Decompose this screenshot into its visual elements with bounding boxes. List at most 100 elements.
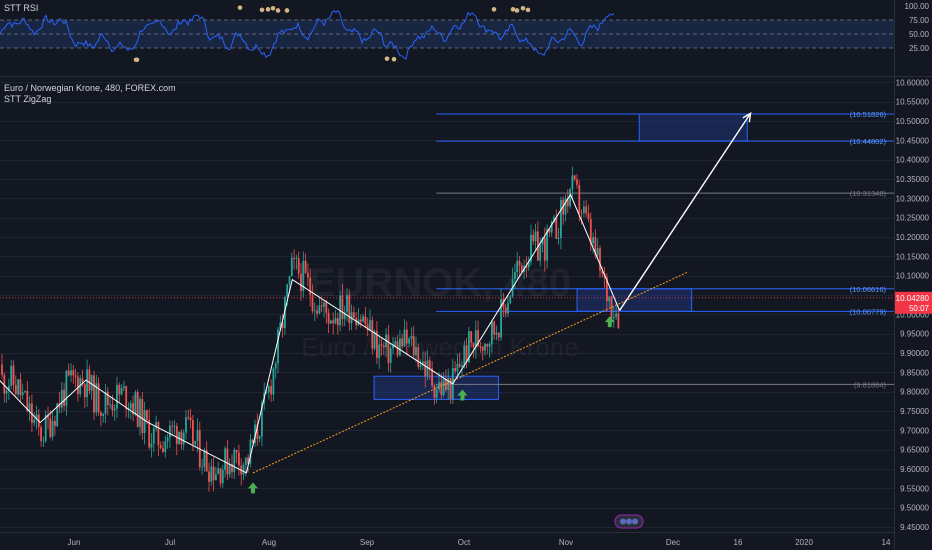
- candle-body: [440, 382, 443, 395]
- rsi-extreme-dot: [265, 7, 271, 12]
- candle-body: [447, 378, 450, 391]
- candle-body: [380, 344, 383, 346]
- september-demand-zone: [373, 375, 499, 400]
- candle-body: [235, 449, 238, 453]
- rsi-extreme-dot: [134, 57, 140, 63]
- candle-body: [139, 398, 141, 427]
- price-tick-label: 9.95000: [900, 330, 929, 339]
- candle-body: [362, 316, 364, 322]
- candle-body: [279, 322, 282, 330]
- candle-body: [67, 370, 70, 376]
- candle-body: [401, 338, 404, 347]
- price-tick-label: 9.70000: [900, 426, 929, 435]
- zigzag-line: [0, 193, 621, 474]
- rsi-tick-label: 100.00: [905, 2, 930, 11]
- current-demand-zone: [576, 288, 693, 312]
- candle-body: [132, 403, 134, 415]
- candle-body: [42, 440, 45, 442]
- candle-body: [353, 312, 355, 318]
- time-tick-label: 14: [882, 538, 891, 547]
- candle-body: [290, 257, 293, 277]
- candle-body: [166, 437, 169, 442]
- candle-body: [417, 347, 420, 367]
- current-price-label: 10.04280: [896, 294, 930, 303]
- candle-body: [415, 347, 417, 356]
- candle-body: [610, 296, 613, 319]
- candle-body: [251, 439, 254, 444]
- rsi-extreme-dot: [520, 5, 526, 11]
- candle-body: [270, 386, 272, 395]
- candle-body: [182, 432, 185, 445]
- price-tick-label: 9.80000: [900, 388, 929, 397]
- price-tick-label: 10.25000: [896, 214, 930, 223]
- price-tick-label: 10.50000: [896, 117, 930, 126]
- candle-body: [3, 375, 6, 394]
- candle-body: [336, 318, 339, 326]
- candle-body: [325, 302, 328, 313]
- level-label: (9.81884): [854, 380, 887, 389]
- candle-body: [534, 231, 537, 242]
- candle-body: [196, 430, 199, 441]
- candle-body: [157, 422, 160, 446]
- rsi-extreme-dot: [510, 7, 516, 12]
- candle-body: [173, 425, 176, 427]
- candle-body: [422, 361, 424, 365]
- candle-body: [95, 383, 98, 413]
- candle-body: [19, 379, 22, 396]
- candle-body: [192, 420, 194, 445]
- candle-body: [615, 313, 617, 318]
- target-zone: [638, 113, 748, 142]
- candle-body: [408, 338, 410, 344]
- candle-body: [254, 424, 256, 444]
- price-tick-label: 10.15000: [896, 252, 930, 261]
- candle-body: [293, 257, 295, 259]
- candle-body: [330, 320, 332, 324]
- price-tick-label: 9.90000: [900, 349, 929, 358]
- candle-body: [24, 390, 26, 393]
- candle-body: [571, 175, 574, 190]
- candle-body: [224, 448, 226, 470]
- candle-body: [81, 378, 84, 385]
- candle-body: [514, 272, 516, 280]
- candle-body: [286, 284, 289, 297]
- candle-body: [334, 318, 337, 324]
- candle-body: [405, 329, 408, 344]
- candle-body: [366, 324, 369, 331]
- candle-body: [468, 331, 470, 363]
- candle-body: [463, 345, 466, 366]
- candle-body: [106, 391, 109, 406]
- candle-body: [187, 417, 190, 418]
- time-tick-label: Sep: [360, 538, 375, 547]
- candle-body: [378, 344, 381, 358]
- candle-body: [606, 277, 608, 302]
- event-icon: [626, 518, 632, 525]
- candle-body: [143, 410, 146, 434]
- level-label: (10.51826): [850, 110, 887, 119]
- candle-body: [580, 212, 583, 214]
- rsi-extreme-dot: [284, 8, 290, 13]
- candle-body: [359, 319, 362, 322]
- candle-body: [295, 258, 298, 259]
- zigzag-indicator-title: STT ZigZag: [4, 94, 52, 104]
- candle-body: [456, 363, 459, 372]
- candle-body: [104, 391, 107, 414]
- candle-body: [162, 448, 164, 452]
- candle-body: [493, 321, 496, 335]
- candle-body: [596, 248, 599, 256]
- candle-body: [497, 332, 500, 338]
- buy-signal-arrow-icon: [604, 316, 615, 328]
- candle-body: [589, 218, 592, 244]
- level-label: (10.00779): [850, 307, 887, 316]
- candle-body: [54, 420, 56, 427]
- candle-body: [449, 378, 452, 399]
- candle-body: [371, 320, 374, 349]
- candle-body: [155, 422, 157, 429]
- candle-body: [555, 217, 558, 239]
- level-label: (10.06616): [850, 285, 887, 294]
- candle-body: [316, 310, 318, 314]
- candle-body: [578, 184, 581, 213]
- candle-body: [277, 329, 279, 364]
- buy-signal-arrow-icon: [457, 389, 468, 401]
- candle-body: [394, 341, 397, 346]
